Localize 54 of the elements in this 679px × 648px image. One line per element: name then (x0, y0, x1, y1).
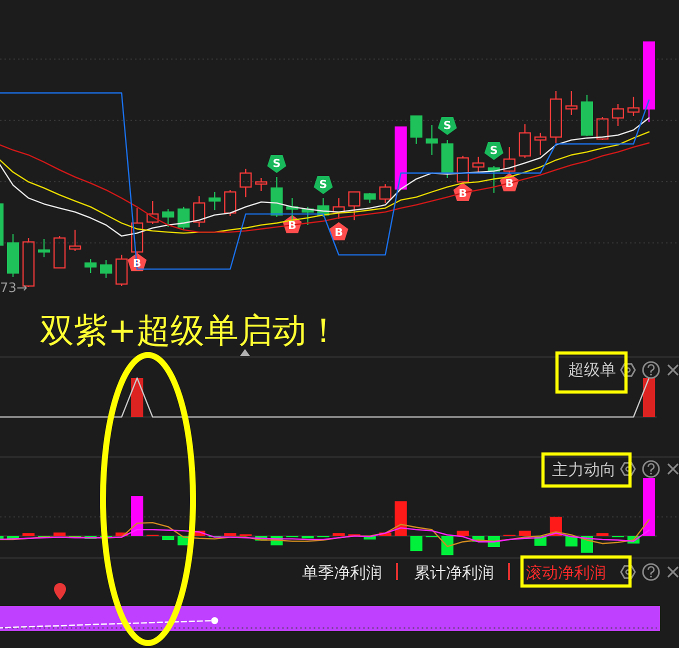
candlestick (131, 208, 144, 259)
candlestick (146, 200, 159, 225)
candlestick (426, 124, 438, 156)
chart-title: 超级单 (568, 360, 616, 379)
series-label: B (505, 177, 514, 190)
bar (410, 536, 422, 552)
candlestick (518, 123, 531, 158)
bar (162, 536, 174, 540)
bar (642, 478, 656, 536)
candlestick (472, 156, 484, 173)
text: S (443, 119, 452, 132)
candlestick (364, 192, 376, 204)
bar (22, 533, 35, 536)
candlestick (224, 189, 236, 217)
text: S (272, 157, 281, 170)
candlestick (379, 184, 392, 204)
bar (332, 533, 345, 536)
candlestick (84, 258, 97, 274)
text: 单季净利润 (302, 563, 382, 582)
text: S (490, 144, 498, 158)
candlestick (348, 191, 360, 221)
text: B (458, 186, 468, 200)
series-label: S (319, 178, 328, 192)
candlestick (565, 90, 578, 116)
candlestick (38, 238, 50, 258)
candlestick (534, 132, 546, 156)
candlestick (240, 168, 252, 198)
candlestick (193, 196, 206, 228)
chart-title: 主力动向 (552, 460, 616, 479)
text: B (334, 226, 343, 240)
bar (224, 533, 236, 536)
candlestick (69, 229, 82, 252)
candlestick (627, 96, 640, 117)
candlestick (162, 208, 174, 228)
chart-title: 滚动净利润 (526, 563, 606, 582)
candlestick (178, 206, 190, 231)
text: 累计净利润 (414, 563, 494, 582)
annotation: 73→ (0, 281, 28, 296)
text: 双紫+超级单启动！ (40, 311, 340, 351)
candlestick (410, 115, 422, 145)
bar (456, 530, 469, 536)
candlestick (612, 103, 624, 127)
bar (394, 501, 407, 536)
candlestick (100, 259, 112, 279)
bar (441, 536, 454, 556)
bar (596, 533, 609, 536)
text: B (288, 219, 296, 232)
bar (518, 530, 531, 536)
bar (54, 532, 66, 536)
candlestick (255, 177, 268, 192)
bar (131, 496, 144, 536)
candlestick (503, 146, 516, 174)
candlestick (208, 191, 221, 211)
candlestick (550, 90, 562, 144)
